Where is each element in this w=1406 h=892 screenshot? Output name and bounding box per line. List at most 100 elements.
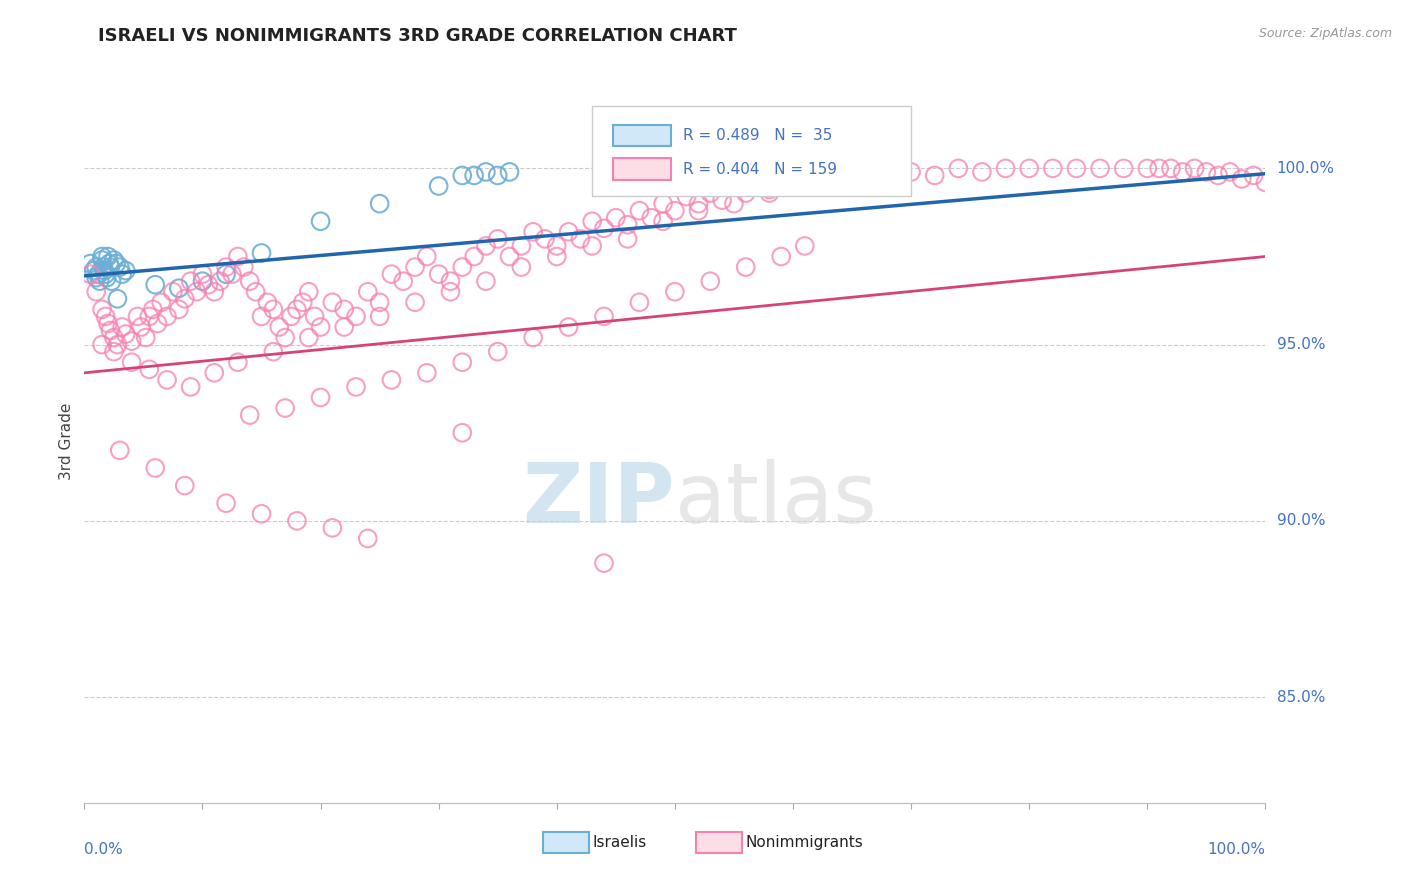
Point: [581, 214, 603, 228]
Point: [167, 281, 190, 295]
Text: ISRAELI VS NONIMMIGRANTS 3RD GRADE CORRELATION CHART: ISRAELI VS NONIMMIGRANTS 3RD GRADE CORRE…: [98, 27, 737, 45]
Point: [1088, 161, 1111, 176]
Point: [91, 250, 114, 264]
Point: [723, 179, 745, 194]
FancyBboxPatch shape: [613, 125, 671, 146]
Point: [197, 277, 219, 292]
Point: [675, 189, 697, 203]
Point: [664, 285, 686, 299]
Point: [1171, 165, 1194, 179]
Point: [628, 295, 651, 310]
FancyBboxPatch shape: [696, 832, 742, 853]
Point: [127, 310, 149, 324]
Point: [486, 344, 509, 359]
Point: [439, 285, 461, 299]
Point: [156, 310, 179, 324]
Point: [1147, 161, 1170, 176]
Point: [138, 362, 160, 376]
Point: [309, 214, 332, 228]
Point: [304, 310, 326, 324]
Point: [98, 260, 121, 274]
Point: [97, 250, 120, 264]
Point: [1018, 161, 1040, 176]
Point: [368, 196, 391, 211]
Point: [91, 260, 114, 274]
Point: [451, 260, 474, 274]
Point: [143, 277, 166, 292]
Point: [114, 263, 136, 277]
Point: [87, 267, 110, 281]
Point: [557, 225, 579, 239]
Point: [1219, 165, 1241, 179]
Text: ZIP: ZIP: [523, 458, 675, 540]
Point: [108, 443, 131, 458]
Point: [135, 330, 157, 344]
Point: [1254, 176, 1277, 190]
Point: [475, 165, 498, 179]
Point: [291, 295, 314, 310]
Point: [202, 285, 225, 299]
Point: [250, 246, 273, 260]
Point: [215, 260, 238, 274]
Point: [150, 295, 173, 310]
Point: [628, 203, 651, 218]
Point: [1206, 169, 1229, 183]
Point: [186, 285, 208, 299]
Point: [392, 274, 415, 288]
Point: [640, 211, 662, 225]
Point: [475, 274, 498, 288]
Point: [368, 310, 391, 324]
Point: [793, 239, 815, 253]
Point: [173, 292, 195, 306]
Point: [107, 337, 129, 351]
Point: [498, 250, 520, 264]
Point: [121, 355, 143, 369]
Point: [876, 172, 898, 186]
Point: [782, 179, 804, 194]
Point: [451, 355, 474, 369]
Point: [274, 330, 297, 344]
Point: [451, 425, 474, 440]
Point: [463, 169, 485, 183]
Point: [770, 172, 793, 186]
Point: [734, 260, 756, 274]
Point: [100, 274, 122, 288]
Point: [96, 270, 118, 285]
Point: [98, 324, 121, 338]
Point: [262, 302, 284, 317]
Point: [146, 317, 169, 331]
Point: [652, 214, 675, 228]
Point: [162, 285, 184, 299]
Point: [89, 274, 111, 288]
Point: [498, 165, 520, 179]
Point: [321, 521, 343, 535]
Text: atlas: atlas: [675, 458, 876, 540]
Text: 100.0%: 100.0%: [1277, 161, 1334, 176]
Point: [806, 169, 828, 183]
Point: [285, 302, 308, 317]
Text: Nonimmigrants: Nonimmigrants: [745, 835, 863, 850]
Point: [202, 366, 225, 380]
Point: [1243, 169, 1265, 183]
Point: [274, 401, 297, 415]
Point: [699, 274, 721, 288]
Point: [209, 274, 232, 288]
Point: [593, 310, 616, 324]
Point: [1184, 161, 1206, 176]
Point: [380, 267, 402, 281]
Point: [226, 250, 249, 264]
Point: [84, 260, 107, 274]
Point: [758, 182, 780, 196]
Point: [510, 239, 533, 253]
Point: [232, 260, 254, 274]
Point: [948, 161, 970, 176]
Point: [616, 232, 638, 246]
Point: [321, 295, 343, 310]
Point: [404, 260, 426, 274]
Text: 0.0%: 0.0%: [84, 842, 124, 856]
Point: [309, 320, 332, 334]
Point: [333, 302, 356, 317]
Point: [298, 330, 321, 344]
Point: [1195, 165, 1218, 179]
Point: [97, 317, 120, 331]
